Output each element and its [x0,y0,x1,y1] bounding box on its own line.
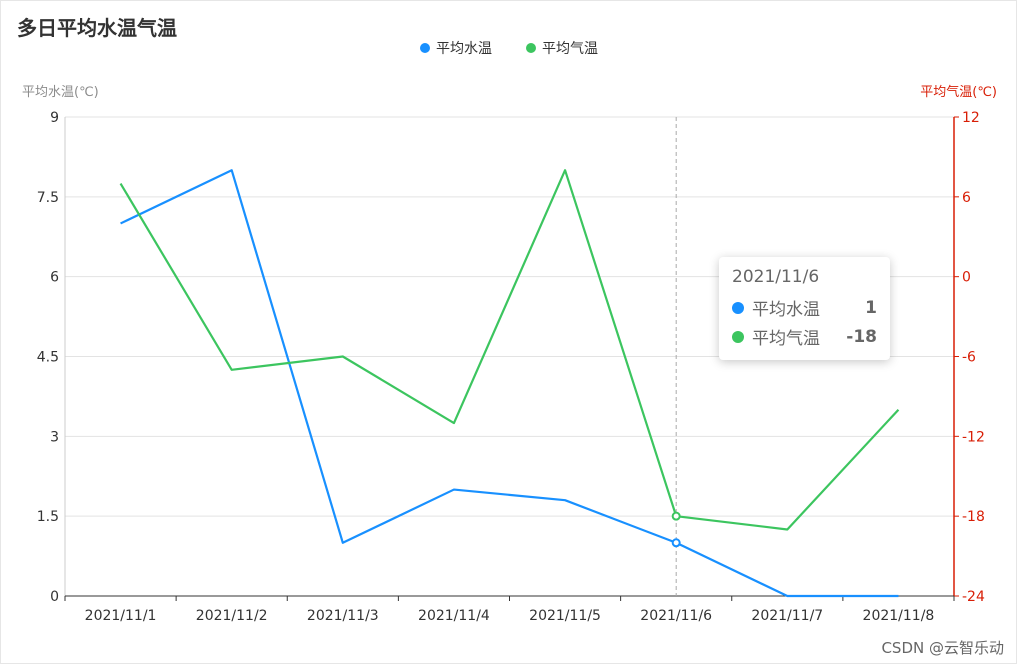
y-right-axis-title: 平均气温(℃) [920,85,997,100]
legend-label-water-temp: 平均水温 [436,41,492,57]
legend-item-water-temp[interactable]: 平均水温 [420,38,492,58]
y-left-tick-label: 4.5 [37,350,59,366]
y-right-tick-label: -12 [962,429,985,445]
x-tick-label: 2021/11/2 [196,608,268,624]
y-right-tick-label: -18 [962,509,985,525]
tooltip: 2021/11/6 平均水温 1 平均气温 -18 [719,257,890,360]
y-right-tick-label: -24 [962,589,985,605]
x-tick-label: 2021/11/1 [85,608,157,624]
tooltip-row-air-temp: 平均气温 -18 [732,322,877,351]
x-tick-label: 2021/11/5 [529,608,601,624]
y-left-tick-label: 9 [50,110,59,126]
tooltip-marker-water-temp [732,301,744,314]
tooltip-value-water-temp: 1 [865,297,877,318]
legend-marker-air-temp [526,43,536,53]
y-right-tick-label: -6 [962,350,976,366]
tooltip-name-water-temp: 平均水温 [752,300,820,320]
legend-item-air-temp[interactable]: 平均气温 [526,38,598,58]
tooltip-name-air-temp: 平均气温 [752,329,820,349]
series-point-0 [671,538,681,548]
tooltip-row-water-temp: 平均水温 1 [732,293,877,322]
chart-title: 多日平均水温气温 [17,16,177,40]
legend-marker-water-temp [420,43,430,53]
y-left-axis-title: 平均水温(℃) [22,85,99,100]
y-left-tick-label: 0 [50,589,59,605]
x-tick-label: 2021/11/8 [863,608,935,624]
tooltip-value-air-temp: -18 [846,326,877,347]
series-point-1 [671,511,681,521]
y-right-tick-label: 0 [962,270,971,286]
x-tick-label: 2021/11/6 [640,608,712,624]
legend: 平均水温 平均气温 [0,38,1018,58]
series-line-0 [120,169,899,598]
watermark: CSDN @云智乐动 [881,639,1004,657]
y-left-tick-label: 1.5 [37,509,59,525]
y-right-tick-label: 6 [962,190,971,206]
legend-label-air-temp: 平均气温 [542,41,598,57]
y-left-tick-label: 3 [50,429,59,445]
x-tick-label: 2021/11/4 [418,608,490,624]
y-left-tick-label: 7.5 [37,190,59,206]
y-right-tick-label: 12 [962,110,980,126]
series-line-1 [119,169,900,531]
y-left-tick-label: 6 [50,270,59,286]
x-tick-label: 2021/11/3 [307,608,379,624]
x-tick-label: 2021/11/7 [751,608,823,624]
tooltip-marker-air-temp [732,330,744,343]
tooltip-title: 2021/11/6 [732,267,820,287]
